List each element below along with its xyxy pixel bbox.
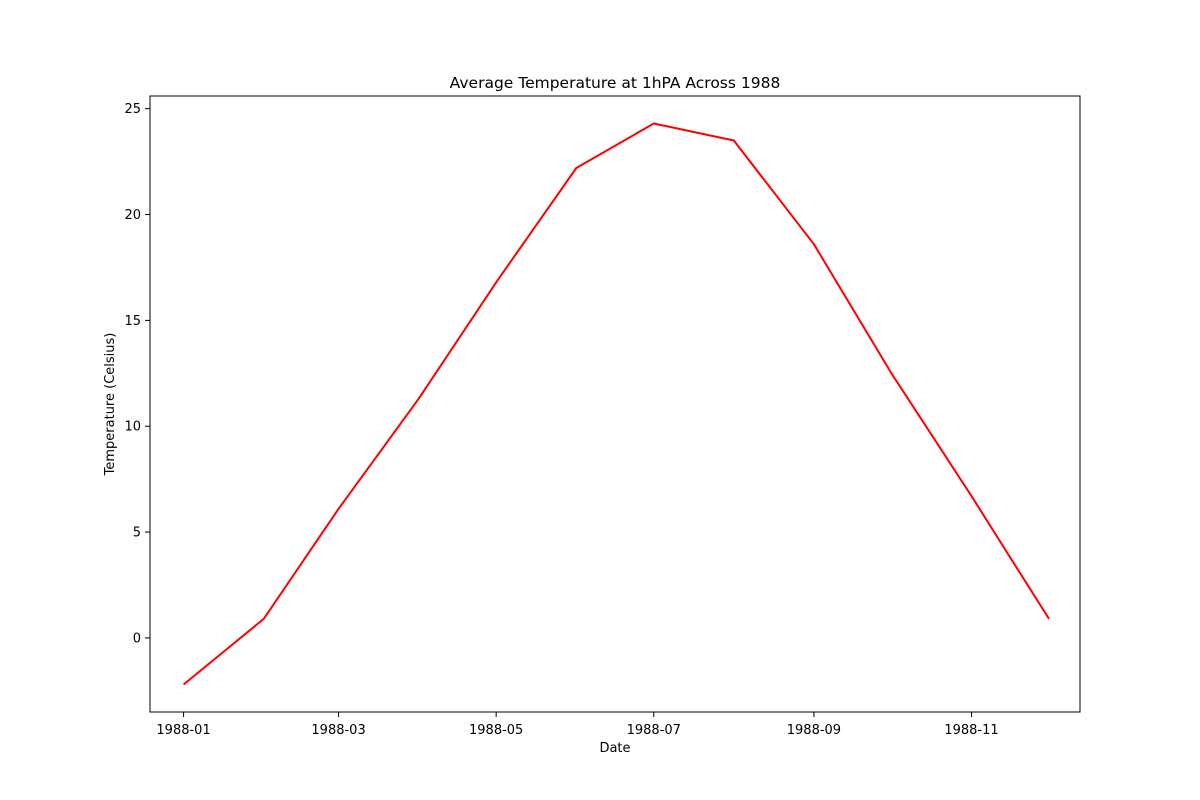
y-tick-label: 15 bbox=[124, 314, 141, 329]
y-tick-label: 10 bbox=[124, 420, 141, 435]
y-tick-label: 25 bbox=[124, 102, 141, 117]
x-tick-label: 1988-07 bbox=[627, 723, 681, 738]
y-axis-label: Temperature (Celsius) bbox=[103, 333, 118, 477]
x-tick-label: 1988-09 bbox=[787, 723, 841, 738]
x-tick-label: 1988-11 bbox=[944, 723, 998, 738]
temperature-series-line bbox=[182, 122, 1050, 686]
x-axis-label: Date bbox=[599, 741, 630, 756]
plot-area: 1988-01 1988-03 1988-05 1988-07 1988-09 1988-… bbox=[124, 95, 1081, 738]
x-tick-label: 1988-01 bbox=[156, 723, 210, 738]
x-tick-label: 1988-03 bbox=[311, 723, 365, 738]
x-tick-label: 1988-05 bbox=[469, 723, 523, 738]
chart-title: Average Temperature at 1hPA Across 1988 bbox=[450, 74, 781, 92]
y-tick-label: 20 bbox=[124, 208, 141, 223]
y-tick-label: 5 bbox=[133, 526, 141, 541]
plot-frame bbox=[149, 95, 1081, 713]
y-tick-label: 0 bbox=[133, 631, 141, 646]
